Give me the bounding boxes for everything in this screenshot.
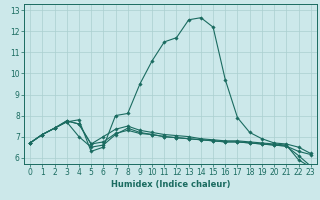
X-axis label: Humidex (Indice chaleur): Humidex (Indice chaleur) xyxy=(111,180,230,189)
